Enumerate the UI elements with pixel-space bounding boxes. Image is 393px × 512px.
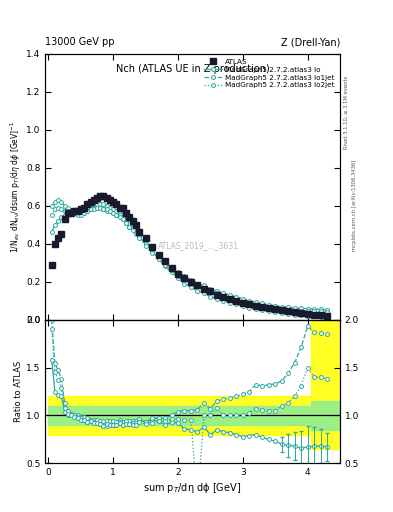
Text: 13000 GeV pp: 13000 GeV pp <box>45 37 115 47</box>
Legend: ATLAS, MadGraph5 2.7.2.atlas3 lo, MadGraph5 2.7.2.atlas3 lo1jet, MadGraph5 2.7.2: ATLAS, MadGraph5 2.7.2.atlas3 lo, MadGra… <box>202 57 336 90</box>
Text: Z (Drell-Yan): Z (Drell-Yan) <box>281 37 340 47</box>
Polygon shape <box>48 401 340 430</box>
Text: mcplots.cern.ch [arXiv:1306.3436]: mcplots.cern.ch [arXiv:1306.3436] <box>352 159 357 250</box>
Polygon shape <box>48 319 340 449</box>
Text: Nch (ATLAS UE in Z production): Nch (ATLAS UE in Z production) <box>116 65 270 74</box>
Text: Rivet 3.1.10, ≥ 3.1M events: Rivet 3.1.10, ≥ 3.1M events <box>344 76 349 150</box>
Y-axis label: Ratio to ATLAS: Ratio to ATLAS <box>14 361 23 422</box>
Y-axis label: 1/N$_{ev}$ dN$_{ev}$/dsum p$_T$/d$\eta$ d$\phi$ [GeV]$^{-1}$: 1/N$_{ev}$ dN$_{ev}$/dsum p$_T$/d$\eta$ … <box>9 120 23 253</box>
Text: ATLAS_2019_..._3631: ATLAS_2019_..._3631 <box>158 241 239 250</box>
X-axis label: sum p$_T$/dη dϕ [GeV]: sum p$_T$/dη dϕ [GeV] <box>143 481 242 496</box>
